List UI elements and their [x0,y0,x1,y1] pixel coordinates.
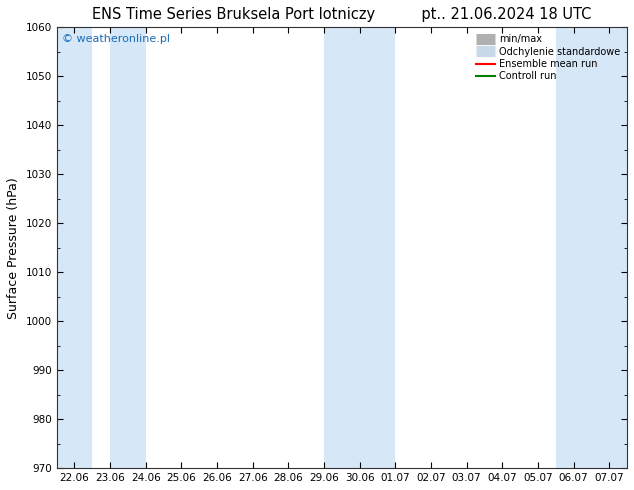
Legend: min/max, Odchylenie standardowe, Ensemble mean run, Controll run: min/max, Odchylenie standardowe, Ensembl… [474,32,622,83]
Bar [110,27,146,468]
Bar [556,27,627,468]
Bar [56,27,93,468]
Y-axis label: Surface Pressure (hPa): Surface Pressure (hPa) [7,177,20,318]
Bar [324,27,396,468]
Text: © weatheronline.pl: © weatheronline.pl [62,34,171,44]
Title: ENS Time Series Bruksela Port lotniczy          pt.. 21.06.2024 18 UTC: ENS Time Series Bruksela Port lotniczy p… [92,7,592,22]
